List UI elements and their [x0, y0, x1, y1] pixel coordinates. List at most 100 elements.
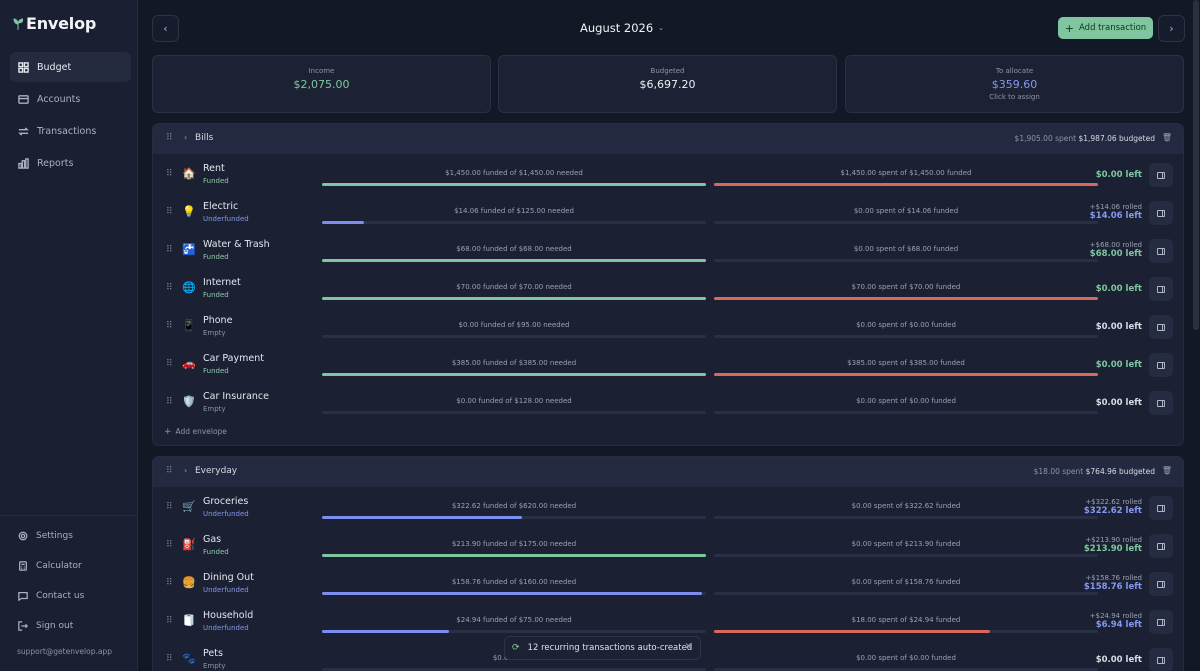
prev-month-button[interactable]: ‹ [152, 15, 179, 42]
rolled-amount: +$14.06 rolled [1089, 203, 1142, 211]
left-amount: $158.76 left [1083, 582, 1142, 592]
scrollbar[interactable] [1193, 0, 1199, 330]
sidebar: Envelop Budget Accounts Transactions Rep… [0, 0, 138, 671]
funding-progress: $0.00 funded of $95.00 needed [322, 321, 706, 338]
spending-progress: $0.00 spent of $0.00 funded [714, 654, 1098, 671]
envelope-details-button[interactable] [1149, 391, 1173, 415]
envelope-status: Underfunded [203, 624, 249, 632]
envelope-details-button[interactable] [1149, 353, 1173, 377]
envelope-row[interactable]: ⠿ 🍔 Dining Out Underfunded $158.76 funded of… [153, 566, 1183, 604]
envelope-row[interactable]: ⠿ 🏠 Rent Funded $1,450.00 funded of $1,450.0… [153, 157, 1183, 195]
envelope-row[interactable]: ⠿ ⛽ Gas Funded $213.90 funded of $175.00 nee… [153, 528, 1183, 566]
group-header[interactable]: ⠿ › Bills $1,905.00 spent $1,987.06 budgete… [153, 124, 1183, 154]
to-allocate-label: To allocate [995, 67, 1034, 75]
envelope-row[interactable]: ⠿ 📱 Phone Empty $0.00 funded of $95.00 neede… [153, 309, 1183, 347]
envelope-details-button[interactable] [1149, 572, 1173, 596]
remaining-amount: +$158.76 rolled $158.76 left [1084, 566, 1142, 592]
chevron-right-icon[interactable]: › [184, 133, 188, 142]
funding-caption: $14.06 funded of $125.00 needed [454, 207, 574, 215]
panel-icon [1157, 285, 1165, 293]
month-selector[interactable]: August 2026 ⌄ [580, 21, 664, 35]
drag-handle-icon[interactable]: ⠿ [166, 540, 173, 550]
envelope-status: Empty [203, 662, 226, 670]
drag-handle-icon[interactable]: ⠿ [166, 466, 173, 476]
funding-bar [322, 183, 706, 186]
funding-caption: $70.00 funded of $70.00 needed [456, 283, 572, 291]
left-amount: $0.00 left [1095, 655, 1142, 665]
gear-icon [18, 531, 28, 541]
funding-bar [322, 554, 706, 557]
chevron-left-icon: ‹ [163, 22, 168, 35]
funding-progress: $14.06 funded of $125.00 needed [322, 207, 706, 224]
sidebar-item-accounts[interactable]: Accounts [10, 84, 131, 114]
left-amount: $6.94 left [1095, 620, 1142, 630]
envelope-name: Water & Trash [203, 239, 270, 250]
envelope-details-button[interactable] [1149, 277, 1173, 301]
drag-handle-icon[interactable]: ⠿ [166, 283, 173, 293]
envelope-row[interactable]: ⠿ 💡 Electric Underfunded $14.06 funded of $1… [153, 195, 1183, 233]
drag-handle-icon[interactable]: ⠿ [166, 502, 173, 512]
group-stats: $18.00 spent $764.96 budgeted [1034, 467, 1155, 476]
funding-progress: $158.76 funded of $160.00 needed [322, 578, 706, 595]
spending-caption: $385.00 spent of $385.00 funded [847, 359, 965, 367]
funding-bar [322, 221, 364, 224]
add-transaction-button[interactable]: + Add transaction [1058, 17, 1153, 39]
drag-handle-icon[interactable]: ⠿ [166, 321, 173, 331]
drag-handle-icon[interactable]: ⠿ [166, 578, 173, 588]
drag-handle-icon[interactable]: ⠿ [166, 397, 173, 407]
close-icon[interactable]: ✕ [684, 642, 692, 652]
sidebar-footer-calculator[interactable]: Calculator [18, 561, 82, 571]
spending-track [714, 592, 1098, 595]
spending-track [714, 221, 1098, 224]
sidebar-footer-settings[interactable]: Settings [18, 531, 73, 541]
app-logo[interactable]: Envelop [13, 14, 96, 33]
envelope-details-button[interactable] [1149, 648, 1173, 671]
drag-handle-icon[interactable]: ⠿ [166, 207, 173, 217]
drag-handle-icon[interactable]: ⠿ [166, 245, 173, 255]
drag-handle-icon[interactable]: ⠿ [166, 616, 173, 626]
sidebar-divider [0, 515, 137, 516]
to-allocate-card[interactable]: To allocate $359.60 Click to assign [845, 55, 1184, 113]
envelope-details-button[interactable] [1149, 534, 1173, 558]
footer-label: Sign out [36, 621, 74, 631]
envelope-details-button[interactable] [1149, 239, 1173, 263]
envelope-row[interactable]: ⠿ 🧻 Household Underfunded $24.94 funded of $… [153, 604, 1183, 642]
remaining-amount: $0.00 left [1096, 360, 1142, 370]
envelope-details-button[interactable] [1149, 201, 1173, 225]
sidebar-item-transactions[interactable]: Transactions [10, 116, 131, 146]
funding-caption: $322.62 funded of $620.00 needed [451, 502, 577, 510]
sidebar-footer-contact[interactable]: Contact us [18, 591, 84, 601]
next-month-button[interactable]: › [1158, 15, 1185, 42]
funding-bar [322, 630, 449, 633]
envelope-details-button[interactable] [1149, 163, 1173, 187]
envelope-row[interactable]: ⠿ 🛡️ Car Insurance Empty $0.00 funded of $12… [153, 385, 1183, 423]
panel-icon [1157, 399, 1165, 407]
envelope-row[interactable]: ⠿ 🛒 Groceries Underfunded $322.62 funded of … [153, 490, 1183, 528]
envelope-details-button[interactable] [1149, 610, 1173, 634]
trash-icon[interactable]: 🗑 [1161, 466, 1172, 475]
support-email[interactable]: support@getenvelop.app [17, 647, 112, 656]
envelope-row[interactable]: ⠿ 🚗 Car Payment Funded $385.00 funded of $38… [153, 347, 1183, 385]
footer-label: Calculator [36, 561, 82, 571]
add-envelope-button[interactable]: + Add envelope [164, 427, 227, 437]
spending-progress: $0.00 spent of $0.00 funded [714, 397, 1098, 414]
envelope-row[interactable]: ⠿ 🌐 Internet Funded $70.00 funded of $70.00 … [153, 271, 1183, 309]
sidebar-item-budget[interactable]: Budget [10, 52, 131, 82]
chevron-right-icon[interactable]: › [184, 466, 188, 475]
drag-handle-icon[interactable]: ⠿ [166, 654, 173, 664]
sidebar-item-reports[interactable]: Reports [10, 148, 131, 178]
drag-handle-icon[interactable]: ⠿ [166, 169, 173, 179]
funding-caption: $68.00 funded of $68.00 needed [456, 245, 572, 253]
funding-progress: $0.00 funded of $128.00 needed [322, 397, 706, 414]
spending-track [714, 516, 1098, 519]
spending-track [714, 411, 1098, 414]
trash-icon[interactable]: 🗑 [1161, 133, 1172, 142]
envelope-details-button[interactable] [1149, 496, 1173, 520]
envelope-row[interactable]: ⠿ 🚰 Water & Trash Funded $68.00 funded of $6… [153, 233, 1183, 271]
drag-handle-icon[interactable]: ⠿ [166, 133, 173, 143]
group-header[interactable]: ⠿ › Everyday $18.00 spent $764.96 budgeted 🗑 [153, 457, 1183, 487]
drag-handle-icon[interactable]: ⠿ [166, 359, 173, 369]
sidebar-footer-signout[interactable]: Sign out [18, 621, 73, 631]
panel-icon [1157, 618, 1165, 626]
envelope-details-button[interactable] [1149, 315, 1173, 339]
